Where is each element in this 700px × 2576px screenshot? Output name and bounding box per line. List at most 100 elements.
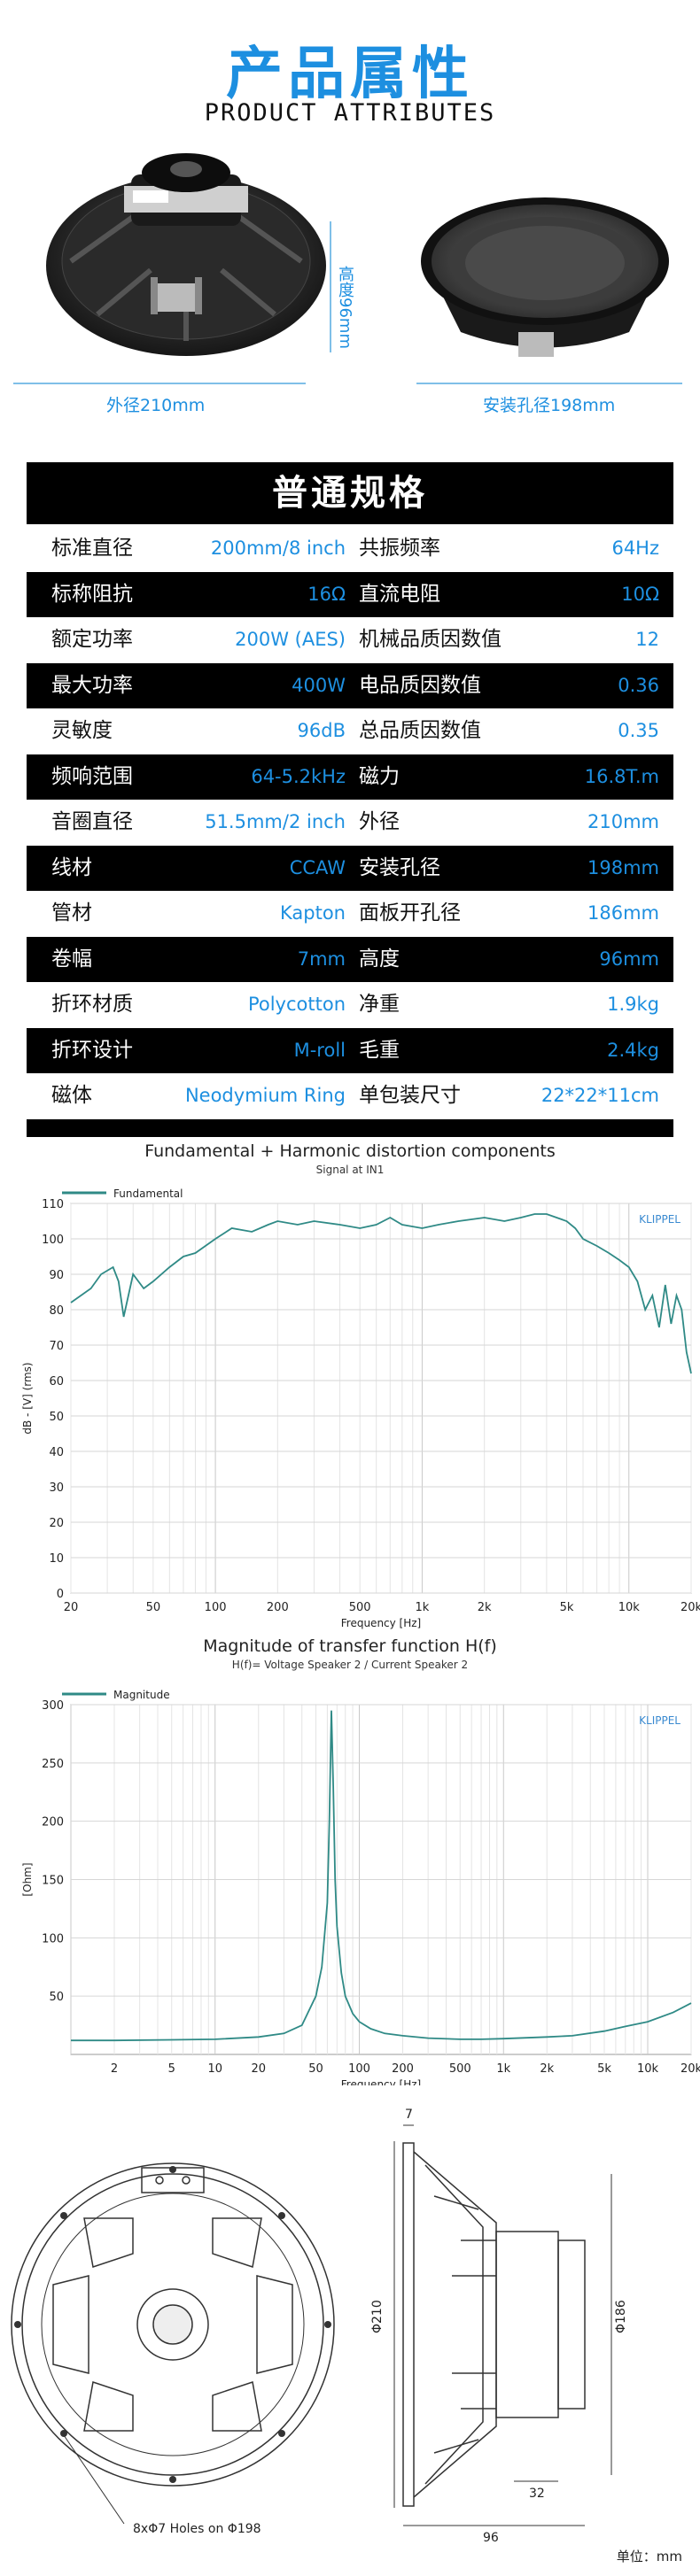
spec-row: 折环设计 M-roll 毛重 2.4kg bbox=[27, 1027, 673, 1073]
spec-label: 折环材质 bbox=[51, 993, 133, 1016]
y-tick-label: 10 bbox=[49, 1552, 64, 1566]
chart1-subtitle: Signal at IN1 bbox=[315, 1164, 385, 1176]
x-tick-label: 200 bbox=[392, 2062, 414, 2076]
y-tick-label: 0 bbox=[57, 1588, 64, 1601]
x-tick-label: 20 bbox=[64, 1601, 79, 1614]
series-line-magnitude bbox=[71, 1710, 692, 2042]
x-tick-label: 5 bbox=[168, 2062, 175, 2076]
spec-value: 198mm bbox=[587, 856, 659, 878]
spec-value: 2.4kg bbox=[607, 1039, 659, 1061]
spec-label: 净重 bbox=[359, 993, 400, 1016]
speaker-back-photo bbox=[46, 153, 326, 356]
x-tick-label: 2 bbox=[111, 2062, 118, 2076]
spec-value: Neodymium Ring bbox=[184, 1085, 346, 1106]
x-tick-label: 10 bbox=[207, 2062, 222, 2076]
y-tick-label: 110 bbox=[42, 1198, 64, 1211]
spec-label: 管材 bbox=[51, 901, 92, 924]
dim-210-label: Φ210 bbox=[370, 2300, 385, 2333]
dim-96-label: 96 bbox=[483, 2531, 499, 2545]
y-tick-label: 250 bbox=[42, 1758, 64, 1771]
spec-label: 卷幅 bbox=[51, 947, 92, 971]
page-subtitle: PRODUCT ATTRIBUTES bbox=[204, 99, 496, 127]
spec-label: 音圈直径 bbox=[51, 810, 133, 833]
spec-value: Kapton bbox=[280, 902, 346, 924]
technical-drawing: 8xΦ7 Holes on Φ198 Φ210 Φ186 7 32 96 bbox=[11, 2108, 628, 2545]
spec-value: 0.36 bbox=[618, 674, 659, 696]
outer-diameter-line bbox=[13, 383, 306, 384]
impedance-chart: 50 100 150 200 250 300 2 5 10 20 50 100 200 500 1k 2k 5k… bbox=[21, 1689, 700, 2085]
spec-label: 折环设计 bbox=[51, 1038, 133, 1062]
x-axis-label: Frequency [Hz] bbox=[341, 1617, 422, 1629]
spec-value: 186mm bbox=[587, 902, 659, 924]
x-tick-label: 50 bbox=[308, 2062, 323, 2076]
spec-label: 高度 bbox=[359, 947, 400, 971]
spec-label: 面板开孔径 bbox=[359, 901, 461, 924]
spec-row: 磁体 Neodymium Ring 单包装尺寸 22*22*11cm bbox=[27, 1073, 673, 1118]
spec-row: 卷幅 7mm 高度 96mm bbox=[27, 936, 673, 982]
y-tick-label: 70 bbox=[49, 1340, 64, 1353]
spec-label: 标准直径 bbox=[51, 537, 133, 560]
spec-value: 12 bbox=[635, 629, 659, 650]
spec-value: Polycotton bbox=[247, 994, 346, 1015]
x-tick-label: 100 bbox=[348, 2062, 370, 2076]
spec-value: 1.9kg bbox=[607, 994, 659, 1015]
spec-value: 16.8T.m bbox=[584, 765, 659, 787]
mount-hole-line bbox=[416, 383, 682, 384]
legend-label: Fundamental bbox=[113, 1187, 183, 1200]
y-axis-label: [Ohm] bbox=[21, 1862, 34, 1896]
klippel-watermark: KLIPPEL bbox=[639, 1213, 681, 1226]
distortion-chart: 0 10 20 30 40 50 60 70 80 90 100 110 20 50 100 200 500 1k… bbox=[21, 1187, 700, 1629]
spec-row: 线材 CCAW 安装孔径 198mm bbox=[27, 845, 673, 891]
spec-table-footer-bar bbox=[27, 1119, 673, 1137]
series-line-fundamental bbox=[70, 1213, 692, 1374]
y-tick-label: 150 bbox=[42, 1875, 64, 1888]
spec-label: 灵敏度 bbox=[51, 719, 113, 742]
x-tick-label: 1k bbox=[496, 2062, 510, 2076]
height-dimension-line bbox=[330, 221, 331, 352]
spec-value: 64Hz bbox=[611, 538, 659, 559]
chart1-title: Fundamental + Harmonic distortion compon… bbox=[144, 1141, 556, 1161]
speaker-front-photo bbox=[421, 197, 669, 357]
spec-value: 210mm bbox=[587, 811, 659, 832]
spec-label: 外径 bbox=[359, 810, 400, 833]
x-tick-label: 20 bbox=[251, 2062, 266, 2076]
spec-value: 10Ω bbox=[621, 583, 659, 605]
spec-row: 频响范围 64-5.2kHz 磁力 16.8T.m bbox=[27, 754, 673, 800]
spec-label: 单包装尺寸 bbox=[359, 1084, 461, 1107]
y-axis-label: dB - [V] (rms) bbox=[21, 1362, 34, 1434]
x-tick-label: 1k bbox=[416, 1601, 430, 1614]
spec-value: 16Ω bbox=[307, 583, 346, 605]
unit-note: 单位：mm bbox=[616, 2549, 682, 2564]
outer-diameter-caption: 外径210mm bbox=[106, 396, 206, 415]
x-tick-label: 10k bbox=[618, 1601, 641, 1614]
holes-label: 8xΦ7 Holes on Φ198 bbox=[133, 2522, 261, 2536]
spec-value: CCAW bbox=[289, 856, 346, 878]
spec-value: 51.5mm/2 inch bbox=[205, 811, 346, 832]
x-tick-label: 10k bbox=[637, 2062, 659, 2076]
chart2-subtitle: H(f)= Voltage Speaker 2 / Current Speake… bbox=[231, 1659, 469, 1671]
spec-label: 安装孔径 bbox=[359, 855, 440, 879]
spec-value: 200mm/8 inch bbox=[210, 538, 346, 559]
spec-value: 96dB bbox=[297, 720, 346, 741]
x-tick-label: 500 bbox=[449, 2062, 471, 2076]
spec-row: 额定功率 200W (AES) 机械品质因数值 12 bbox=[27, 617, 673, 662]
y-tick-label: 100 bbox=[42, 1234, 64, 1247]
spec-label: 共振频率 bbox=[359, 537, 440, 560]
y-tick-label: 90 bbox=[49, 1269, 64, 1282]
spec-value: 22*22*11cm bbox=[541, 1085, 659, 1106]
x-tick-label: 5k bbox=[560, 1601, 574, 1614]
y-tick-label: 80 bbox=[49, 1304, 64, 1318]
klippel-watermark: KLIPPEL bbox=[639, 1714, 681, 1727]
chart2-title: Magnitude of transfer function H(f) bbox=[203, 1636, 497, 1656]
x-tick-label: 50 bbox=[146, 1601, 161, 1614]
spec-label: 毛重 bbox=[359, 1038, 400, 1062]
x-tick-label: 2k bbox=[478, 1601, 492, 1614]
x-tick-label: 2k bbox=[540, 2062, 554, 2076]
spec-value: 7mm bbox=[297, 948, 346, 970]
spec-row: 最大功率 400W 电品质因数值 0.36 bbox=[27, 662, 673, 708]
plot-area bbox=[70, 1203, 692, 1594]
y-tick-label: 40 bbox=[49, 1446, 64, 1459]
spec-row: 灵敏度 96dB 总品质因数值 0.35 bbox=[27, 708, 673, 754]
y-tick-label: 100 bbox=[42, 1932, 64, 1946]
spec-label: 频响范围 bbox=[51, 764, 133, 788]
